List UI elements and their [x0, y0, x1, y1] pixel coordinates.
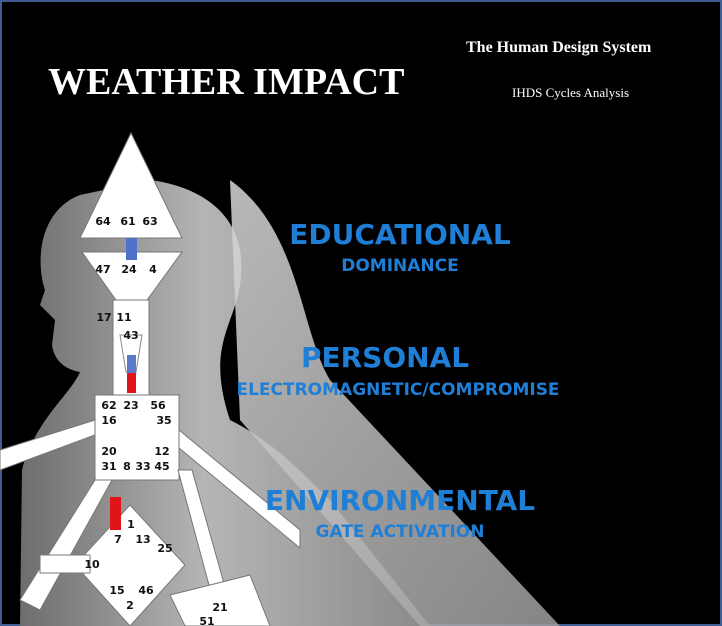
title: WEATHER IMPACT — [48, 61, 404, 103]
section-subheading: DOMINANCE — [341, 256, 459, 276]
section-heading: ENVIRONMENTAL — [265, 484, 535, 517]
activated-channel — [110, 497, 121, 530]
gate-number: 33 — [135, 460, 150, 473]
activated-channel — [127, 355, 136, 373]
gate-number: 61 — [120, 215, 135, 228]
gate-number: 10 — [84, 558, 100, 571]
gate-number: 62 — [101, 399, 116, 412]
gate-number: 47 — [95, 263, 110, 276]
section-heading: EDUCATIONAL — [289, 218, 511, 251]
slide: WEATHER IMPACT The Human Design System I… — [0, 0, 722, 626]
gate-number: 13 — [135, 533, 150, 546]
gate-number: 8 — [123, 460, 131, 473]
section-subheading: GATE ACTIVATION — [316, 522, 485, 542]
gate-number: 2 — [126, 599, 134, 612]
gate-number: 43 — [123, 329, 138, 342]
gate-number: 11 — [116, 311, 131, 324]
gate-number: 20 — [101, 445, 117, 458]
gate-number: 16 — [101, 414, 117, 427]
gate-number: 15 — [109, 584, 124, 597]
gate-number: 1 — [127, 518, 135, 531]
gate-number: 56 — [150, 399, 166, 412]
section-subheading: ELECTROMAGNETIC/COMPROMISE — [236, 380, 559, 400]
system-name: The Human Design System — [466, 39, 652, 56]
gate-number: 51 — [199, 615, 214, 626]
gate-number: 25 — [157, 542, 172, 555]
g-channel — [40, 555, 90, 573]
gate-number: 12 — [154, 445, 169, 458]
activated-channel — [127, 373, 136, 393]
gate-number: 21 — [212, 601, 227, 614]
gate-number: 24 — [121, 263, 137, 276]
gate-number: 64 — [95, 215, 111, 228]
section-heading: PERSONAL — [301, 341, 469, 374]
gate-number: 7 — [114, 533, 122, 546]
subtitle: IHDS Cycles Analysis — [512, 85, 629, 100]
gate-number: 45 — [154, 460, 169, 473]
page: WEATHER IMPACT The Human Design System I… — [0, 0, 722, 626]
gate-number: 63 — [142, 215, 157, 228]
activated-channel — [126, 238, 137, 260]
gate-number: 23 — [123, 399, 138, 412]
gate-number: 46 — [138, 584, 154, 597]
gate-number: 17 — [96, 311, 111, 324]
gate-number: 4 — [149, 263, 157, 276]
gate-number: 35 — [156, 414, 171, 427]
gate-number: 31 — [101, 460, 116, 473]
